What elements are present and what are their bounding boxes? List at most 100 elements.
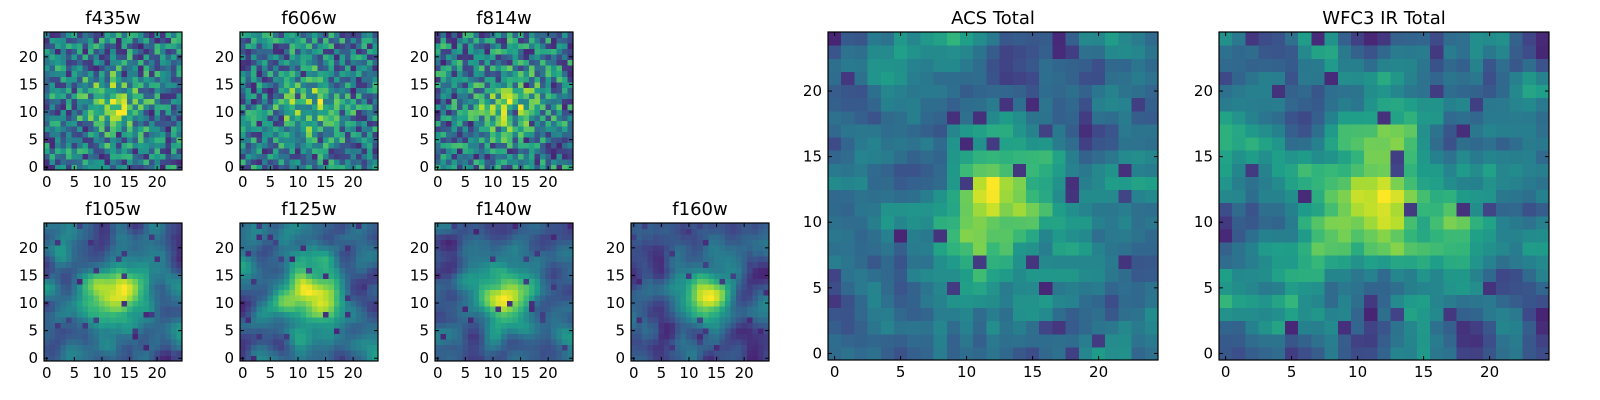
heatmap-cell	[506, 283, 513, 290]
heatmap-cell	[724, 355, 731, 362]
heatmap-cell	[115, 316, 122, 323]
heatmap-cell	[735, 283, 742, 290]
heatmap-cell	[479, 311, 486, 318]
heatmap-cell	[501, 278, 508, 285]
y-tick-label: 10	[606, 294, 625, 312]
heatmap-cell	[110, 234, 117, 241]
heatmap-cell	[60, 114, 67, 121]
heatmap-cell	[986, 215, 1001, 230]
heatmap-cell	[746, 228, 754, 235]
heatmap-cell	[664, 289, 671, 296]
y-tick-label: 20	[19, 239, 38, 257]
heatmap-cell	[841, 333, 855, 348]
heatmap-cell	[126, 65, 133, 72]
heatmap-cell	[165, 289, 172, 296]
heatmap-cell	[894, 255, 908, 269]
heatmap-cell	[317, 59, 324, 66]
heatmap-cell	[457, 283, 464, 290]
heatmap-cell	[300, 81, 307, 88]
heatmap-cell	[306, 311, 313, 318]
heatmap-cell	[534, 54, 541, 61]
heatmap-cell	[1078, 307, 1093, 322]
heatmap-cell	[1052, 163, 1067, 177]
heatmap-cell	[88, 54, 95, 61]
heatmap-cell	[841, 176, 855, 191]
heatmap-cell	[933, 176, 948, 191]
heatmap-cell	[457, 109, 464, 116]
heatmap-cell	[556, 48, 563, 55]
heatmap-cell	[306, 158, 313, 166]
heatmap-cell	[697, 333, 704, 340]
heatmap-cell	[137, 76, 144, 83]
heatmap-cell	[490, 87, 497, 94]
heatmap-cell	[93, 294, 100, 301]
heatmap-cell	[66, 300, 73, 307]
heatmap-cell	[960, 215, 974, 230]
heatmap-cell	[306, 136, 313, 143]
heatmap-cell	[355, 98, 363, 105]
heatmap-cell	[366, 98, 374, 105]
heatmap-cell	[278, 327, 285, 334]
heatmap-cell	[653, 338, 660, 346]
heatmap-cell	[517, 158, 524, 166]
heatmap-cell	[295, 316, 302, 323]
heatmap-cell	[333, 70, 340, 77]
heatmap-cell	[311, 289, 318, 296]
heatmap-cell	[350, 333, 357, 340]
heatmap-cell	[517, 136, 524, 143]
heatmap-cell	[473, 228, 480, 235]
heatmap-cell	[143, 136, 150, 143]
heatmap-cell	[306, 164, 313, 171]
heatmap-cell	[490, 65, 497, 72]
heatmap-cell	[245, 87, 252, 94]
heatmap-cell	[295, 228, 302, 235]
heatmap-cell	[366, 153, 374, 160]
heatmap-cell	[501, 344, 508, 351]
heatmap-cell	[328, 43, 335, 50]
heatmap-cell	[495, 87, 502, 94]
heatmap-cell	[675, 245, 682, 252]
heatmap-cell	[462, 92, 469, 99]
heatmap-cell	[479, 272, 486, 279]
heatmap-cell	[451, 158, 458, 166]
heatmap-cell	[143, 305, 150, 312]
y-tick-label: 15	[215, 266, 234, 284]
heatmap-cell	[495, 76, 502, 83]
heatmap-cell	[306, 245, 313, 252]
heatmap-cell	[1026, 228, 1040, 243]
heatmap-cell	[730, 316, 737, 323]
heatmap-cell	[339, 327, 346, 334]
heatmap-cell	[170, 228, 178, 235]
heatmap-cell	[361, 158, 368, 166]
heatmap-cell	[841, 294, 855, 309]
heatmap-cell	[176, 98, 183, 105]
heatmap-cell	[724, 305, 731, 312]
heatmap-cell	[719, 256, 726, 263]
heatmap-cell	[115, 114, 122, 121]
heatmap-cell	[143, 48, 150, 55]
heatmap-cell	[115, 261, 122, 268]
heatmap-cell	[88, 92, 95, 99]
heatmap-cell	[339, 81, 346, 88]
heatmap-cell	[462, 59, 469, 66]
heatmap-cell	[719, 245, 726, 252]
heatmap-cell	[170, 81, 178, 88]
heatmap-cell	[49, 65, 56, 72]
heatmap-cell	[451, 272, 458, 279]
heatmap-cell	[636, 256, 643, 263]
heatmap-cell	[143, 283, 150, 290]
heatmap-cell	[333, 223, 340, 230]
heatmap-cell	[545, 43, 552, 50]
heatmap-cell	[986, 228, 1001, 243]
heatmap-cell	[115, 234, 122, 241]
heatmap-cell	[317, 158, 324, 166]
heatmap-cell	[350, 278, 357, 285]
y-tick-label: 0	[419, 158, 429, 176]
heatmap-cell	[495, 103, 502, 110]
heatmap-cell	[512, 256, 519, 263]
heatmap-cell	[946, 346, 961, 361]
heatmap-cell	[528, 223, 535, 230]
heatmap-cell	[143, 355, 150, 362]
heatmap-cell	[451, 355, 458, 362]
heatmap-cell	[126, 300, 133, 307]
